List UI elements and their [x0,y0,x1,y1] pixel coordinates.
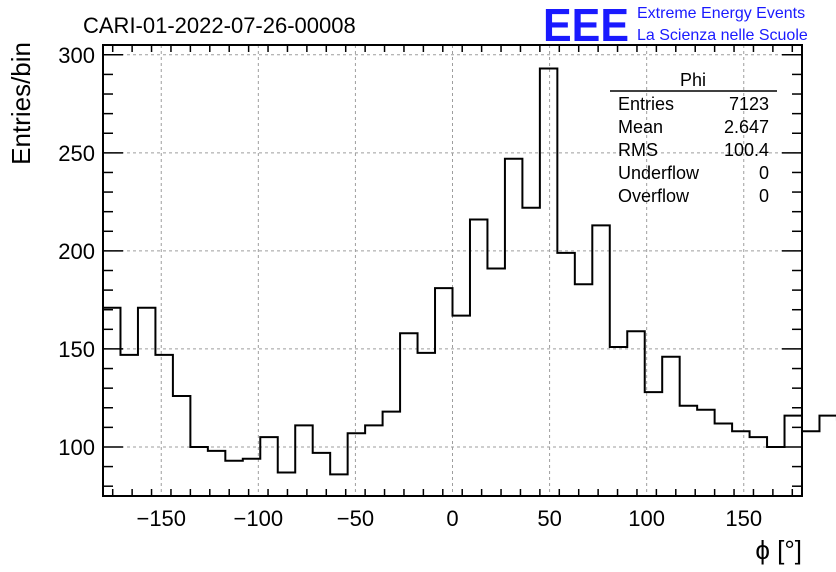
stats-value: 0 [759,186,769,206]
stats-label: Overflow [618,186,690,206]
stats-value: 2.647 [724,117,769,137]
stats-value: 7123 [729,94,769,114]
eee-logo-line2: La Scienza nelle Scuole [637,27,808,44]
x-axis-label: ϕ [°] [755,535,802,565]
y-axis-label: Entries/bin [6,42,36,165]
x-tick-label: 100 [628,506,665,531]
histogram-outline [103,67,836,476]
stats-value: 0 [759,163,769,183]
x-tick-label: 150 [725,506,762,531]
x-tick-label: 0 [446,506,458,531]
x-tick-label: 50 [537,506,561,531]
x-tick-label: −50 [337,506,374,531]
eee-logo-line1: Extreme Energy Events [637,5,805,22]
tick-labels: −150 −100 −50 0 50 100 150 100 150 200 250 300 [58,43,762,531]
x-tick-label: −150 [136,506,186,531]
eee-logo-mark: EEE [543,0,629,51]
stats-label: RMS [618,140,658,160]
y-tick-label: 100 [58,435,95,460]
stats-value: 100.4 [724,140,769,160]
y-tick-label: 250 [58,141,95,166]
stats-title: Phi [680,70,706,90]
axis-ticks [103,45,802,496]
stats-label: Entries [618,94,674,114]
x-tick-label: −100 [234,506,284,531]
grid [103,45,802,496]
stats-label: Underflow [618,163,700,183]
stats-label: Mean [618,117,663,137]
chart-title: CARI-01-2022-07-26-00008 [83,13,356,38]
y-tick-label: 200 [58,239,95,264]
stats-box: Phi Entries 7123 Mean 2.647 RMS 100.4 Underflo… [610,70,777,206]
eee-logo: EEE Extreme Energy Events La Scienza nel… [543,0,808,51]
stats-rows: Entries 7123 Mean 2.647 RMS 100.4 Underflow 0 Ov… [618,94,769,206]
y-tick-label: 300 [58,43,95,68]
y-tick-label: 150 [58,337,95,362]
